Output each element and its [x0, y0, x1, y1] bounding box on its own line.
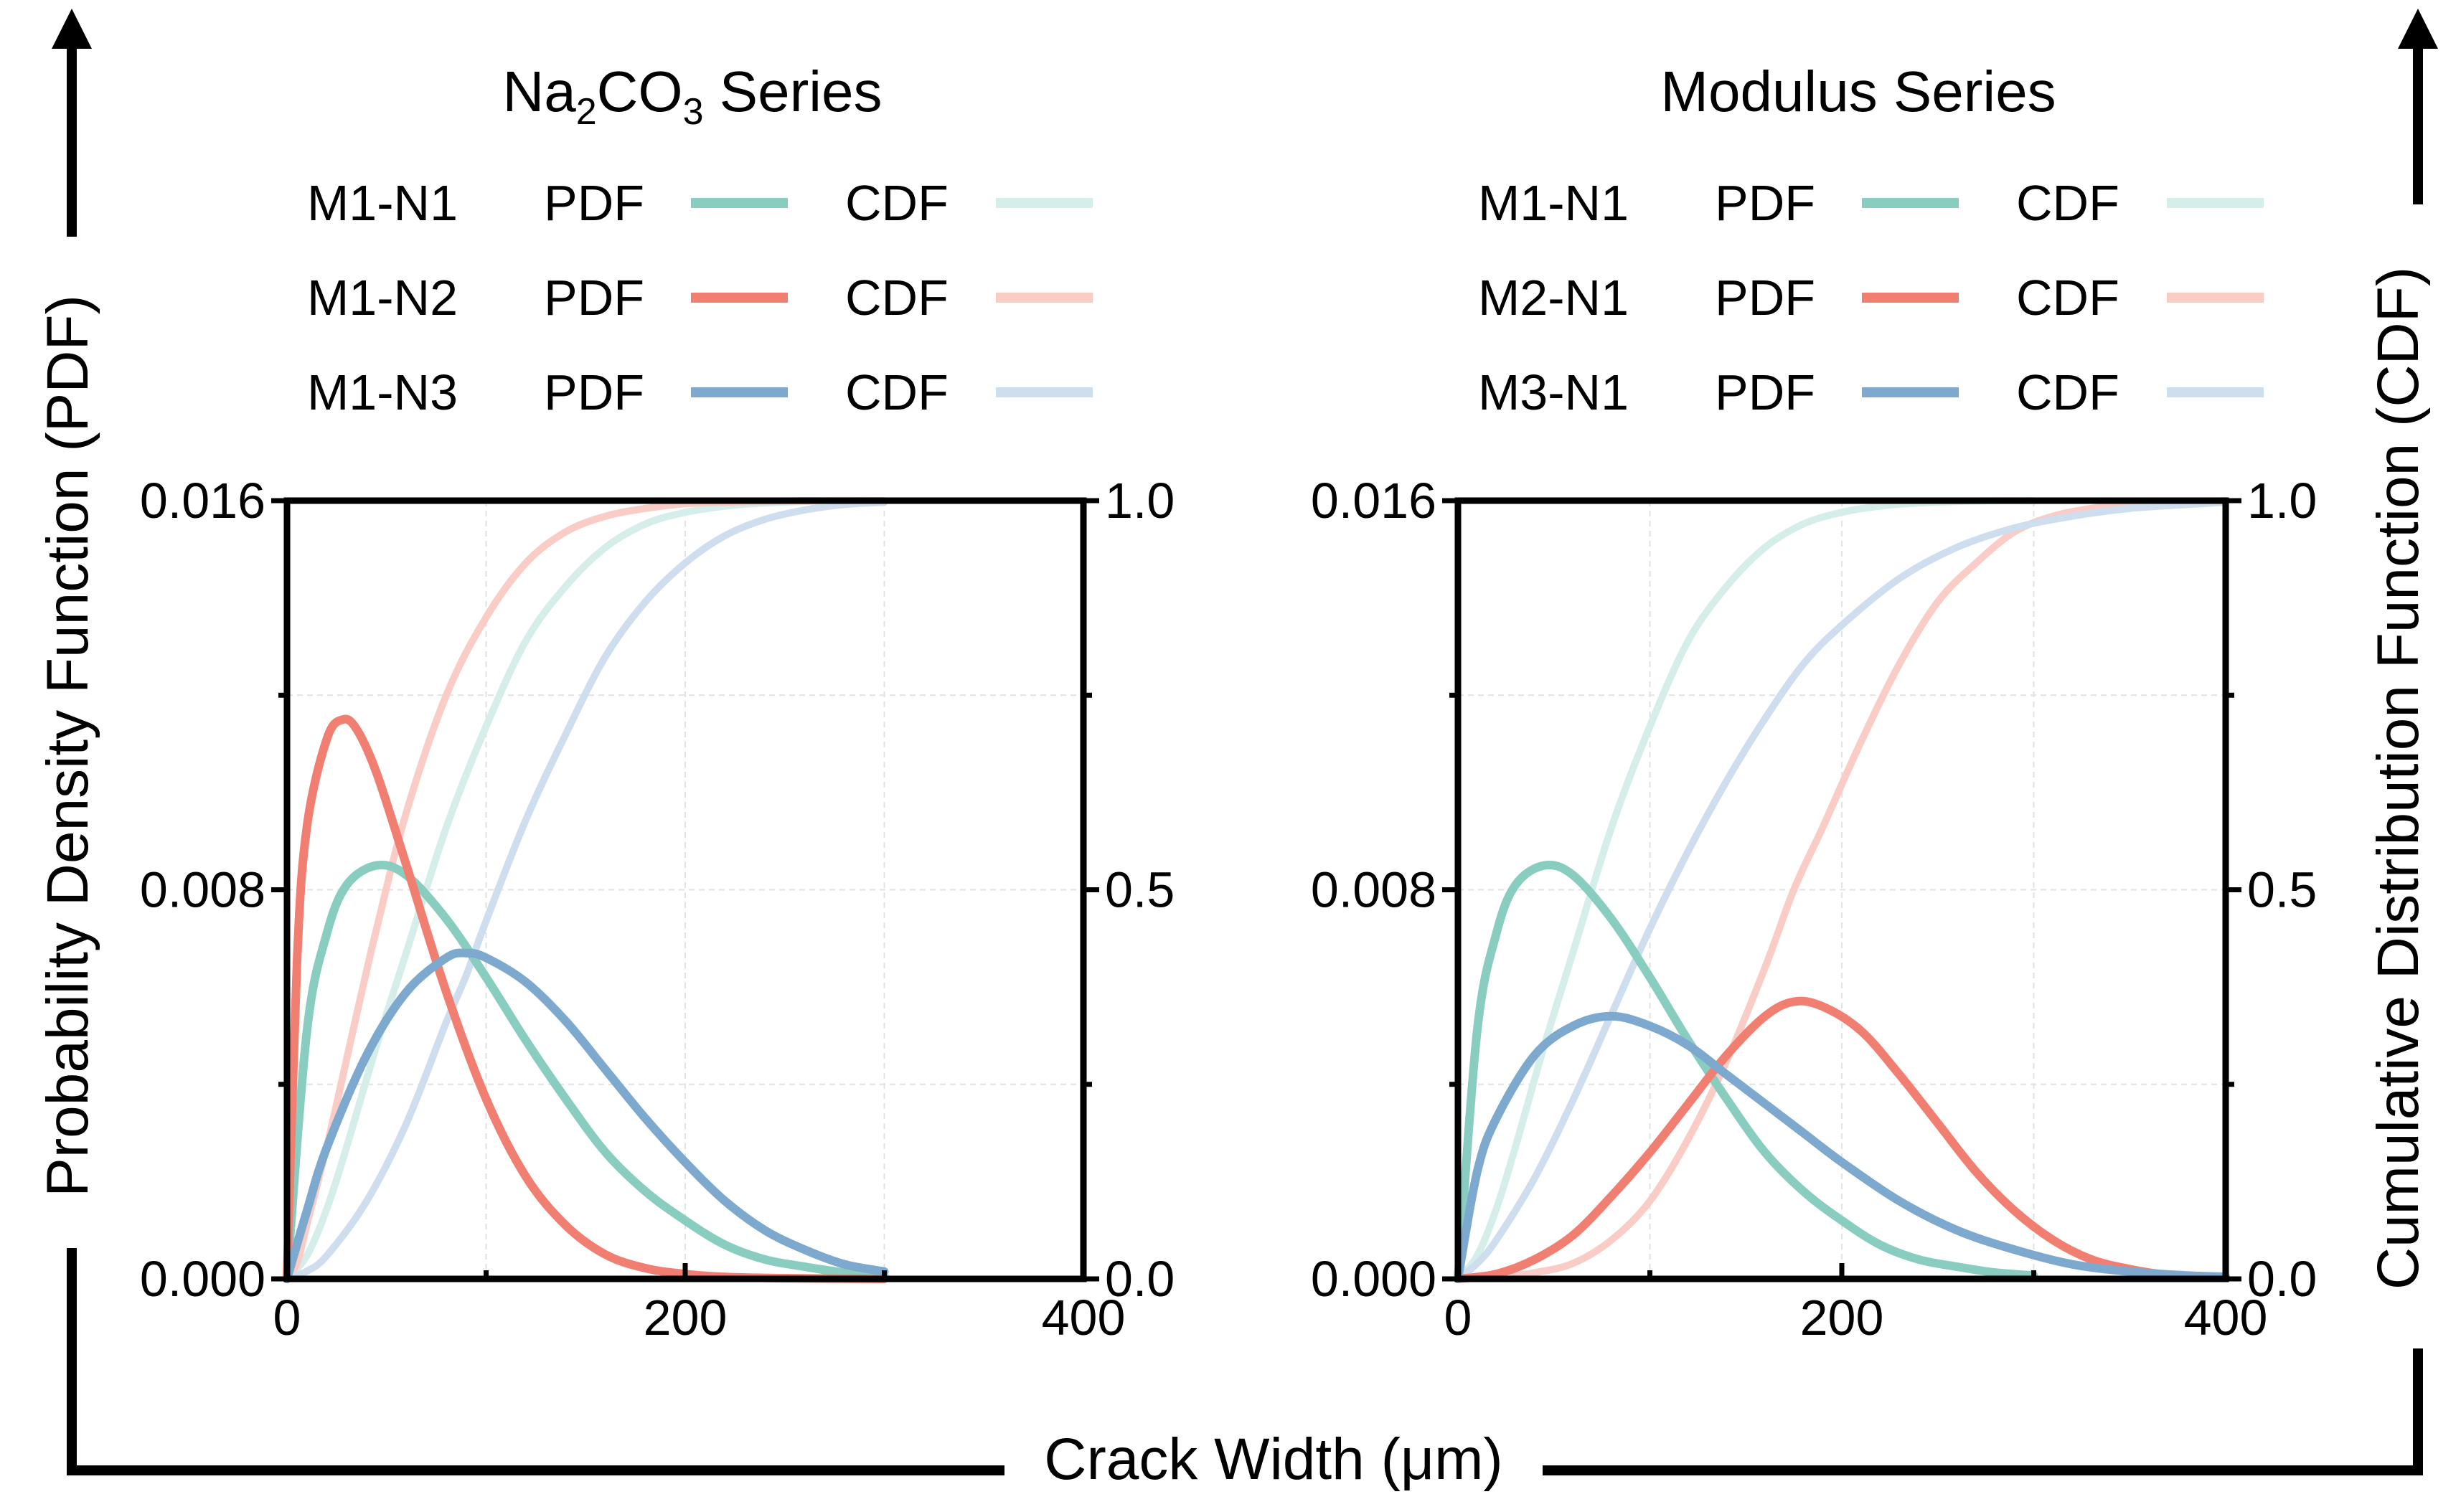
legend-row-m1-n3: M1-N3 PDF CDF: [307, 364, 1093, 420]
legend-series-name: M1-N3: [307, 364, 458, 420]
legend-row-m2-n1: M2-N1 PDF CDF: [1478, 270, 2264, 326]
pdf-line-m3-n1: [1454, 1011, 2230, 1283]
y-tick-label-left: 0.016: [1311, 473, 1436, 529]
title-part-na: Na: [502, 60, 576, 123]
legend-row-m3-n1: M3-N1 PDF CDF: [1478, 364, 2264, 420]
pdf-curves: [283, 714, 889, 1283]
pdf-line-m2-n1: [1454, 996, 2230, 1283]
legend: M1-N1 PDF CDF M2-N1 PDF CDF M3-N1 PDF CDF: [1478, 175, 2264, 420]
cdf-line-m3-n1: [1454, 499, 2229, 1282]
legend-pdf-label: PDF: [544, 270, 644, 326]
legend-row-m1-n2: M1-N2 PDF CDF: [307, 270, 1093, 326]
legend-cdf-label: CDF: [2016, 175, 2119, 231]
y-tick-label-left: 0.008: [1311, 862, 1436, 918]
legend-cdf-label: CDF: [845, 175, 949, 231]
legend-cdf-label: CDF: [2016, 270, 2119, 326]
cdf-line-m2-n1: [1454, 497, 2229, 1282]
y-tick-label-right: 1.0: [1105, 473, 1175, 529]
pdf-line-m1-n1: [283, 860, 889, 1283]
y-tick-label-left: 0.016: [140, 473, 265, 529]
x-axis-title: Crack Width (μm): [1044, 1427, 1502, 1492]
legend-cdf-label: CDF: [845, 270, 949, 326]
legend-pdf-label: PDF: [1715, 270, 1815, 326]
cdf-line-m1-n3: [283, 499, 888, 1282]
pdf-line-m1-n3: [283, 948, 889, 1283]
pdf-line-m1-n1: [1454, 860, 2038, 1283]
grid: [1458, 501, 2226, 1279]
x-tick-label: 0: [1444, 1290, 1472, 1346]
legend-row-m1-n1: M1-N1 PDF CDF: [1478, 175, 2264, 231]
title-sub-3: 3: [683, 91, 704, 133]
x-tick-label: 200: [644, 1290, 728, 1346]
legend-row-m1-n1: M1-N1 PDF CDF: [307, 175, 1093, 231]
ticks: [1442, 498, 2241, 1282]
y-tick-label-left: 0.008: [140, 862, 265, 918]
legend-cdf-label: CDF: [845, 364, 949, 420]
y-tick-label-right: 0.5: [2247, 862, 2317, 918]
legend-pdf-label: PDF: [1715, 175, 1815, 231]
pdf-line-m1-n2: [283, 714, 889, 1283]
title-sub-2: 2: [576, 91, 597, 133]
legend-series-name: M3-N1: [1478, 364, 1629, 420]
x-tick-label: 400: [2184, 1290, 2268, 1346]
title-part-co: CO: [597, 60, 683, 123]
legend-series-name: M1-N1: [307, 175, 458, 231]
y-tick-label-right: 1.0: [2247, 473, 2317, 529]
legend-pdf-label: PDF: [544, 175, 644, 231]
y-tick-label-right: 0.5: [1105, 862, 1175, 918]
chart-title-modulus: Modulus Series: [1660, 60, 2056, 123]
y-tick-label-left: 0.000: [140, 1251, 265, 1307]
tick-labels: 0 200 400 0.000 0.008 0.016 0.0 0.5 1.0: [140, 473, 1175, 1346]
y-tick-label-right: 0.0: [2247, 1251, 2317, 1307]
x-tick-label: 0: [273, 1290, 301, 1346]
left-axis-title: Probability Density Function (PDF): [35, 295, 100, 1197]
legend-series-name: M2-N1: [1478, 270, 1629, 326]
x-tick-label: 200: [1800, 1290, 1884, 1346]
title-part-series: Series: [704, 60, 883, 123]
pdf-curves: [1454, 860, 2230, 1283]
x-tick-label: 400: [1042, 1290, 1126, 1346]
ticks: [271, 498, 1099, 1282]
y-tick-label-left: 0.000: [1311, 1251, 1436, 1307]
y-tick-label-right: 0.0: [1105, 1251, 1175, 1307]
chart-title-na2co3: Na2CO3 Series: [502, 60, 882, 133]
legend: M1-N1 PDF CDF M1-N2 PDF CDF M1-N3 PDF CDF: [307, 175, 1093, 420]
legend-series-name: M1-N1: [1478, 175, 1629, 231]
legend-cdf-label: CDF: [2016, 364, 2119, 420]
tick-labels: 0 200 400 0.000 0.008 0.016 0.0 0.5 1.0: [1311, 473, 2317, 1346]
legend-pdf-label: PDF: [544, 364, 644, 420]
legend-series-name: M1-N2: [307, 270, 458, 326]
right-axis-title: Cumulative Distribution Function (CDF): [2366, 267, 2431, 1290]
legend-pdf-label: PDF: [1715, 364, 1815, 420]
